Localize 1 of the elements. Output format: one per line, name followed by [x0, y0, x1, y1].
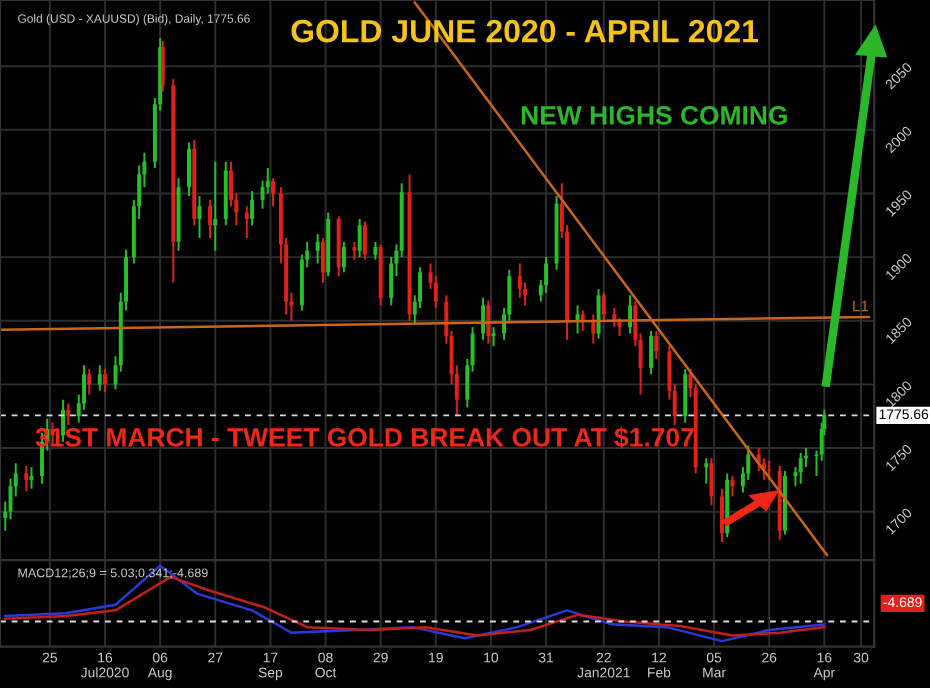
annotation: NEW HIGHS COMING [521, 106, 787, 125]
